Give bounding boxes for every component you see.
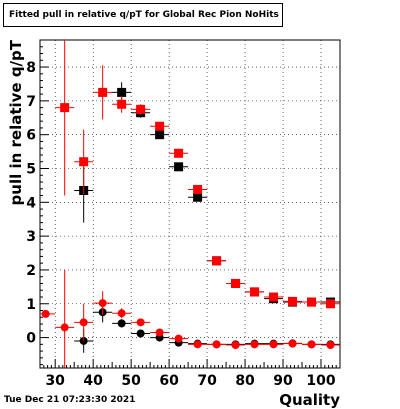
data-point-square xyxy=(231,278,241,288)
data-point-square xyxy=(155,130,165,140)
y-tick-label: 6 xyxy=(26,128,36,144)
y-tick-label: 3 xyxy=(26,229,36,245)
data-point-square xyxy=(117,87,127,97)
chart-title-box: Fitted pull in relative q/pT for Global … xyxy=(3,3,283,27)
data-point-square xyxy=(288,296,298,306)
data-point-circle xyxy=(288,339,297,348)
x-tick-label: 90 xyxy=(273,373,293,389)
data-point-circle xyxy=(174,334,183,343)
data-point-square xyxy=(136,104,146,114)
y-tick-label: 7 xyxy=(26,94,36,110)
data-point-square xyxy=(269,292,279,302)
data-point-circle xyxy=(41,309,50,318)
plot-frame xyxy=(39,39,341,369)
y-tick-label: 4 xyxy=(26,195,36,211)
x-tick-label: 30 xyxy=(45,373,65,389)
data-point-circle xyxy=(212,340,221,349)
data-point-circle xyxy=(250,340,259,349)
y-axis-title: pull in relative q/pT xyxy=(7,39,25,205)
data-point-circle xyxy=(60,323,69,332)
x-axis-title: Quality xyxy=(279,391,340,409)
data-point-square xyxy=(193,192,203,202)
data-point-circle xyxy=(79,318,88,327)
data-point-circle xyxy=(136,318,145,327)
data-point-circle xyxy=(231,341,240,350)
data-point-square xyxy=(307,297,317,307)
x-tick-label: 70 xyxy=(197,373,217,389)
data-point-circle xyxy=(193,340,202,349)
tick-layer xyxy=(39,39,341,368)
timestamp: Tue Dec 21 07:23:30 2021 xyxy=(4,395,136,405)
x-tick-label: 50 xyxy=(121,373,141,389)
data-point-square xyxy=(174,162,184,172)
data-point-circle xyxy=(269,340,278,349)
data-point-square xyxy=(250,287,260,297)
label-layer: 30 40 50 60 70 80 90 100 0 1 2 3 4 5 6 7 8 xyxy=(26,60,336,389)
y-tick-label: 0 xyxy=(26,331,36,347)
chart-title: Fitted pull in relative q/pT for Global … xyxy=(9,10,279,20)
y-tick-label: 8 xyxy=(26,60,36,76)
data-point-circle xyxy=(136,329,145,338)
data-point-square xyxy=(212,256,222,266)
data-point-square xyxy=(174,148,184,158)
mark-layer xyxy=(40,40,340,368)
x-tick-label: 80 xyxy=(235,373,255,389)
data-point-square xyxy=(117,99,127,109)
data-point-circle xyxy=(307,340,316,349)
y-tick-label: 2 xyxy=(26,263,36,279)
y-tick-label: 1 xyxy=(26,297,36,313)
data-point-circle xyxy=(98,299,107,308)
grid-layer xyxy=(40,40,340,368)
data-point-square xyxy=(193,184,203,194)
data-point-circle xyxy=(117,309,126,318)
x-tick-label: 100 xyxy=(306,373,335,389)
data-point-circle xyxy=(326,341,335,350)
data-point-square xyxy=(79,157,89,167)
data-point-circle xyxy=(117,319,126,328)
x-tick-label: 60 xyxy=(159,373,179,389)
data-point-square xyxy=(98,87,108,97)
data-point-square xyxy=(60,103,70,113)
y-tick-label: 5 xyxy=(26,161,36,177)
x-tick-label: 40 xyxy=(83,373,103,389)
data-point-square xyxy=(155,121,165,131)
data-point-square xyxy=(326,299,336,309)
data-point-circle xyxy=(155,328,164,337)
